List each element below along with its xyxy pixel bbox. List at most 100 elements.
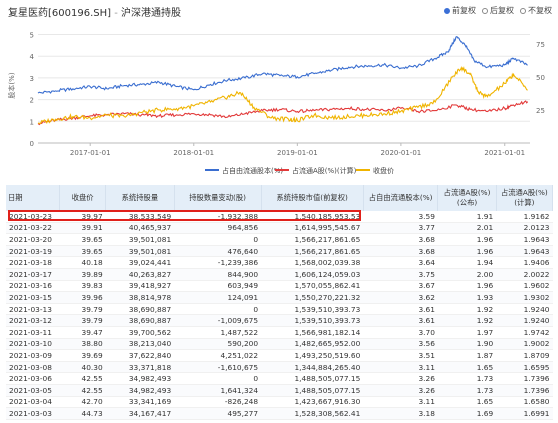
table-cell: 1,423,667,916.30	[261, 396, 364, 409]
table-cell: -826,248	[174, 396, 262, 409]
table-row[interactable]: 2021-03-20 39.65 39,501,081 0 1,566,217,861.…	[6, 233, 553, 246]
table-row[interactable]: 2021-03-15 39.96 38,814,978 124,091 1,550,27…	[6, 291, 553, 304]
table-cell: 1.6991	[496, 407, 553, 420]
table-row[interactable]: 2021-03-06 42.55 34,982,493 0 1,488,505,077.…	[6, 372, 553, 385]
table-cell: 3.26	[363, 384, 438, 397]
radio-dot-icon	[520, 7, 526, 14]
table-cell: 2.0123	[496, 222, 553, 235]
legend-label: 占流通A股(%)(计算)	[292, 166, 357, 175]
table-cell: 1.97	[437, 326, 497, 339]
table-cell: 495,277	[174, 407, 262, 420]
y-tick-label-right: 25	[536, 107, 545, 115]
table-cell: 1.87	[437, 349, 497, 362]
table-cell: 1,641,324	[174, 384, 262, 397]
column-header[interactable]: 占流通A股(%)(公布)	[437, 185, 497, 211]
table-cell: 40.18	[59, 256, 106, 269]
table-cell: 3.61	[363, 314, 438, 327]
table-cell: 1.9643	[496, 245, 553, 258]
table-row[interactable]: 2021-03-05 42.55 34,982,493 1,641,324 1,488,…	[6, 384, 553, 397]
table-row[interactable]: 2021-03-13 39.79 38,690,887 0 1,539,510,393.…	[6, 303, 553, 316]
table-cell: 2.0022	[496, 268, 553, 281]
table-cell: -1,610,675	[174, 361, 262, 374]
table-row[interactable]: 2021-03-10 38.80 38,213,040 590,200 1,482,66…	[6, 338, 553, 351]
table-row[interactable]: 2021-03-16 39.83 39,418,927 603,949 1,570,05…	[6, 280, 553, 293]
table-cell: 2.01	[437, 222, 497, 235]
column-header[interactable]: 系统持股量	[105, 185, 175, 211]
radio-backward-adjusted[interactable]: 后复权	[482, 5, 514, 16]
table-cell: 1.9742	[496, 326, 553, 339]
table-row[interactable]: 2021-03-17 39.89 40,263,827 844,900 1,606,12…	[6, 268, 553, 281]
y-tick-label-left: 1	[30, 118, 34, 126]
table-cell: 0	[174, 303, 262, 316]
title-separator: -	[111, 8, 121, 19]
y-tick-label-left: 2	[30, 97, 34, 105]
price-adjust-options: 前复权 后复权 不复权	[444, 5, 552, 16]
y-tick-label-right: 50	[536, 74, 545, 82]
table-row[interactable]: 2021-03-03 44.73 34,167,417 495,277 1,528,30…	[6, 407, 553, 420]
table-cell: 1.65	[437, 361, 497, 374]
table-cell: 1,528,308,562.41	[261, 407, 364, 420]
table-cell: 1,487,522	[174, 326, 262, 339]
column-header[interactable]: 收盘价	[59, 185, 107, 211]
table-cell: 1,614,995,545.67	[261, 222, 364, 235]
table-cell: 38.80	[59, 338, 106, 351]
table-cell: 40,465,937	[105, 222, 175, 235]
table-cell: 39.79	[59, 314, 106, 327]
table-cell: 39.89	[59, 268, 106, 281]
table-cell: 39.79	[59, 303, 106, 316]
table-cell: 1.9406	[496, 256, 553, 269]
table-cell: 42.70	[59, 396, 106, 409]
table-row[interactable]: 2021-03-09 39.69 37,622,840 4,251,022 1,493,…	[6, 349, 553, 362]
table-cell: 1.96	[437, 280, 497, 293]
column-header[interactable]: 占自由流通股本(%)	[363, 185, 439, 211]
column-header[interactable]: 持股数量变动(股)	[174, 185, 262, 211]
table-cell: 3.68	[363, 233, 438, 246]
table-row[interactable]: 2021-03-08 40.30 33,371,818 -1,610,675 1,344…	[6, 361, 553, 374]
table-row[interactable]: 2021-03-12 39.79 38,690,887 -1,009,675 1,539…	[6, 314, 553, 327]
table-cell: 1.9162	[496, 211, 553, 223]
table-cell: 38,533,549	[105, 211, 175, 223]
table-row[interactable]: 2021-03-23 39.97 38,533,549 -1,932,388 1,540…	[6, 211, 553, 223]
table-row[interactable]: 2021-03-22 39.91 40,465,937 964,856 1,614,99…	[6, 222, 553, 235]
column-header[interactable]: 系统持股市值(前复权)	[261, 185, 364, 211]
section-name: 沪深港通持股	[121, 8, 181, 19]
table-cell: 2021-03-18	[6, 256, 60, 269]
radio-forward-adjusted[interactable]: 前复权	[444, 5, 476, 16]
x-tick-label: 2018-01-01	[173, 149, 214, 157]
radio-dot-icon	[482, 7, 488, 14]
table-cell: 2021-03-06	[6, 372, 60, 385]
y-tick-label-left: 0	[30, 140, 34, 148]
radio-unadjusted[interactable]: 不复权	[520, 5, 552, 16]
table-cell: 39,501,081	[105, 233, 175, 246]
table-cell: 3.77	[363, 222, 438, 235]
table-cell: 38,690,887	[105, 314, 175, 327]
table-cell: 1.93	[437, 291, 497, 304]
table-cell: 1.7396	[496, 384, 553, 397]
table-cell: 3.51	[363, 349, 438, 362]
table-cell: -1,239,386	[174, 256, 262, 269]
column-header[interactable]: 占流通A股(%)(计算)	[496, 185, 554, 211]
column-header[interactable]: 日期	[6, 185, 61, 211]
table-cell: 1,482,665,952.00	[261, 338, 364, 351]
table-cell: 1.73	[437, 372, 497, 385]
table-cell: 1.92	[437, 303, 497, 316]
series-line	[38, 66, 528, 125]
table-cell: 2021-03-17	[6, 268, 60, 281]
table-cell: 1.90	[437, 338, 497, 351]
x-tick-label: 2019-01-01	[277, 149, 318, 157]
table-cell: 34,982,493	[105, 384, 175, 397]
table-row[interactable]: 2021-03-18 40.18 39,024,441 -1,239,386 1,568…	[6, 256, 553, 269]
table-row[interactable]: 2021-03-11 39.47 39,700,562 1,487,522 1,566,…	[6, 326, 553, 339]
table-row[interactable]: 2021-03-19 39.65 39,501,081 476,640 1,566,21…	[6, 245, 553, 258]
table-cell: 3.56	[363, 338, 438, 351]
holding-table: 日期 收盘价 系统持股量 持股数量变动(股) 系统持股市值(前复权) 占自由流通股本(%)…	[6, 185, 554, 420]
table-cell: 1.96	[437, 245, 497, 258]
table-cell: 1.9643	[496, 233, 553, 246]
x-tick-label: 2021-01-01	[484, 149, 525, 157]
table-cell: 590,200	[174, 338, 262, 351]
table-row[interactable]: 2021-03-04 42.70 33,341,169 -826,248 1,423,6…	[6, 396, 553, 409]
holding-chart: 0 1 2 3 4 5 25 50 75 2017-01-01 2018-01-01 2019-01-…	[7, 32, 545, 175]
table-cell: 1.94	[437, 256, 497, 269]
table-cell: 1,566,217,861.65	[261, 245, 364, 258]
y-tick-label-right: 75	[536, 41, 545, 49]
